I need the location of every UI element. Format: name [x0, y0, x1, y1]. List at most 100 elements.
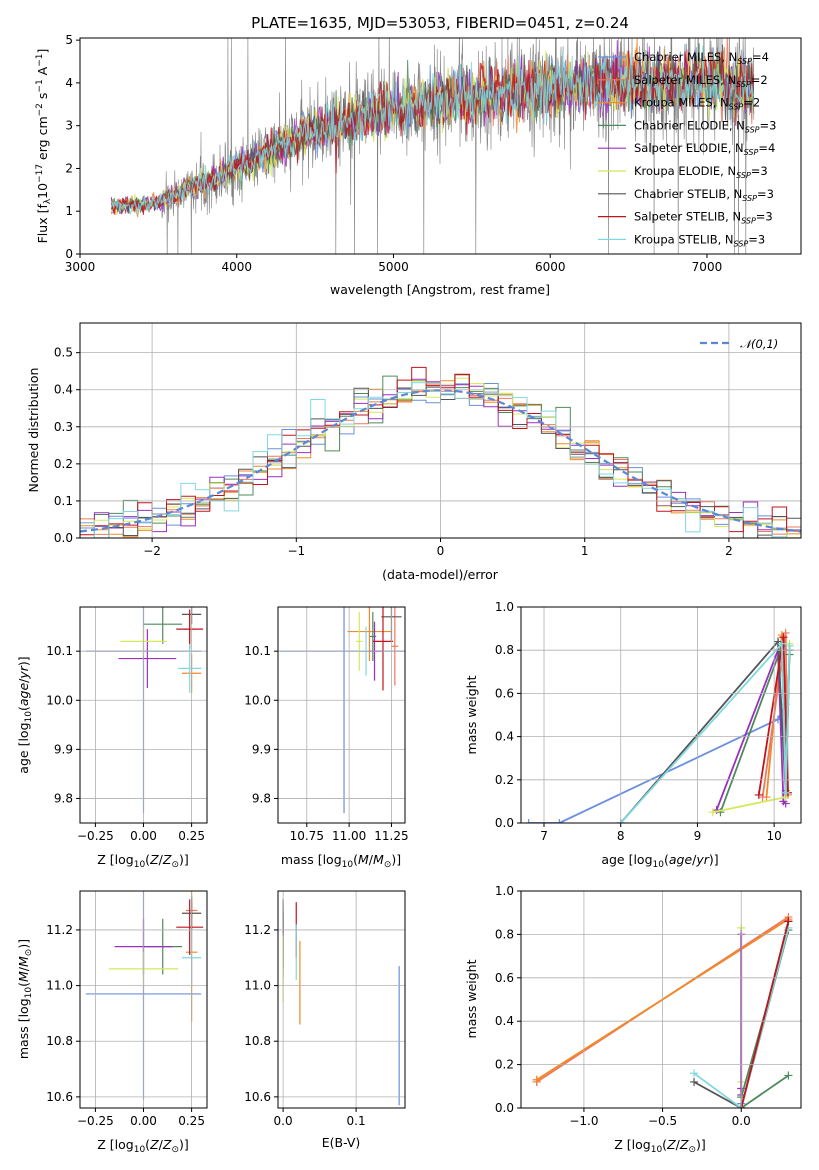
weight-vs-age-ylabel: mass weight	[464, 675, 479, 754]
weight-vs-age-plot: 7 8 9 10 0.0 0.2 0.4 0.6 0.8 1.0	[495, 600, 802, 843]
mass-weight-marker	[784, 1071, 793, 1080]
x-tick-label: 8	[617, 829, 625, 843]
legend-entry: Kroupa MILES, NSSP=2	[634, 96, 760, 112]
y-tick-label: 1	[65, 204, 73, 218]
mass-weight-marker	[690, 1077, 699, 1086]
weight-vs-metallicity-ylabel: mass weight	[464, 959, 479, 1038]
errorbar-point	[355, 611, 363, 671]
y-tick-label: 1.0	[495, 600, 514, 614]
age-vs-mass-plot: 10.75 11.00 11.25 9.8 9.9 10.0 10.1	[244, 606, 409, 843]
y-tick-label: 11.2	[46, 923, 73, 937]
y-tick-label: 11.2	[244, 923, 271, 937]
axes-frame	[79, 890, 208, 1109]
x-tick-label: −2	[143, 544, 161, 558]
residuals-plot: −2 −1 0 1 2 0.0 0.1 0.2 0.3 0.4 0.5 𝒩(0,1)	[54, 322, 802, 558]
residuals-legend: 𝒩(0,1)	[700, 337, 778, 351]
model-spectrum-line	[110, 50, 755, 215]
x-tick-label: 11.00	[332, 829, 366, 843]
mass-vs-metallicity-panel: −0.25 0.00 0.25 10.6 10.8 11.0 11.2 Z [log10(Z…	[16, 890, 208, 1155]
x-tick-label: 0.00	[130, 1114, 157, 1128]
spectrum-plot: 3000 4000 5000 6000 7000 0 1 2 3 4 5 Chabrier MILES…	[65, 33, 802, 274]
mass-vs-ebv-xlabel: E(B-V)	[322, 1135, 361, 1150]
weight-vs-age-xlabel: age [log10(age/yr)]	[601, 852, 718, 870]
legend-entry: Kroupa ELODIE, NSSP=3	[634, 164, 768, 180]
legend-entry: Chabrier MILES, NSSP=4	[634, 50, 769, 66]
mass-weight-marker	[777, 639, 786, 648]
mass-vs-metallicity-ylabel: mass [log10(M/M⊙)]	[16, 939, 34, 1059]
errorbar-point	[176, 899, 204, 955]
y-tick-label: 0.4	[495, 730, 514, 744]
axes-frame	[79, 606, 208, 824]
y-tick-label: 0.2	[495, 1058, 514, 1072]
y-tick-label: 0.1	[54, 494, 73, 508]
y-tick-label: 0.3	[54, 420, 73, 434]
y-tick-label: 10.0	[46, 693, 73, 707]
mass-weight-line	[740, 921, 790, 1108]
axes-frame	[277, 606, 406, 824]
weight-vs-metallicity-panel: −1.0 −0.5 0.0 0.0 0.2 0.4 0.6 0.8 1.0 Z [log10(Z…	[464, 884, 802, 1155]
mass-weight-marker	[781, 788, 790, 797]
mass-weight-marker	[784, 917, 793, 926]
weight-vs-age-panel: 7 8 9 10 0.0 0.2 0.4 0.6 0.8 1.0 age [log10(age/y…	[464, 600, 802, 870]
x-tick-label: −1.0	[569, 1114, 598, 1128]
y-tick-label: 9.8	[252, 791, 271, 805]
mass-weight-marker	[779, 633, 788, 642]
y-tick-label: 0.8	[495, 643, 514, 657]
y-tick-label: 3	[65, 119, 73, 133]
y-tick-label: 10.6	[244, 1090, 271, 1104]
mass-weight-marker	[532, 1075, 541, 1084]
mass-weight-marker	[758, 793, 767, 802]
mass-vs-ebv-panel: 0.0 0.1 10.6 10.8 11.0 11.2 E(B-V)	[244, 890, 406, 1150]
x-tick-label: −0.5	[648, 1114, 677, 1128]
x-tick-label: 0.25	[178, 1114, 205, 1128]
age-vs-metallicity-ylabel: age [log10(age/yr)]	[16, 656, 34, 773]
mass-weight-marker	[524, 819, 533, 823]
x-tick-label: 7	[540, 829, 548, 843]
y-tick-label: 10.0	[244, 693, 271, 707]
x-tick-label: 5000	[378, 260, 409, 274]
y-tick-label: 0.2	[54, 457, 73, 471]
age-vs-metallicity-xlabel: Z [log10(Z/Z⊙)]	[97, 852, 189, 870]
spectrum-title: PLATE=1635, MJD=53053, FIBERID=0451, z=0…	[251, 14, 629, 32]
mass-weight-marker	[708, 808, 717, 817]
mass-weight-marker	[785, 641, 794, 650]
y-tick-label: 5	[65, 33, 73, 47]
x-tick-label: 2	[725, 544, 733, 558]
x-tick-label: 6000	[535, 260, 566, 274]
x-tick-label: 0.25	[178, 829, 205, 843]
x-tick-label: 0.00	[130, 829, 157, 843]
axes-frame	[79, 37, 802, 255]
residuals-ylabel: Normed distribution	[26, 368, 41, 493]
mass-weight-line	[620, 641, 791, 823]
mass-weight-marker	[690, 1069, 699, 1078]
y-tick-label: 0.8	[495, 927, 514, 941]
x-tick-label: −0.25	[77, 829, 114, 843]
mass-weight-line	[715, 649, 787, 811]
mass-vs-Z-plot: −0.25 0.00 0.25 10.6 10.8 11.0 11.2	[46, 890, 208, 1128]
age-vs-mass-panel: 10.75 11.00 11.25 9.8 9.9 10.0 10.1 mass [log1…	[244, 606, 409, 870]
x-tick-label: 0.0	[274, 1114, 293, 1128]
age-vs-Z-plot: −0.25 0.00 0.25 9.8 9.9 10.0 10.1	[46, 606, 208, 843]
y-tick-label: 11.0	[46, 979, 73, 993]
errorbar-point	[118, 629, 177, 688]
spectrum-legend: Chabrier MILES, NSSP=4 Salpeter MILES, NS…	[598, 50, 776, 248]
y-tick-label: 0	[65, 247, 73, 261]
x-tick-label: −1	[287, 544, 305, 558]
errorbar-point	[178, 643, 202, 693]
mass-vs-metallicity-xlabel: Z [log10(Z/Z⊙)]	[97, 1137, 189, 1155]
mass-weight-line	[693, 927, 790, 1108]
errorbar-point	[369, 611, 377, 661]
y-tick-label: 0.0	[54, 531, 73, 545]
legend-entry: Salpeter STELIB, NSSP=3	[634, 210, 773, 226]
axes-frame	[277, 890, 406, 1109]
legend-entry: Chabrier STELIB, NSSP=3	[634, 187, 774, 203]
x-tick-label: 7000	[692, 260, 723, 274]
x-tick-label: 0	[437, 544, 445, 558]
y-tick-label: 0.4	[54, 383, 73, 397]
y-tick-label: 10.1	[244, 644, 271, 658]
age-vs-metallicity-panel: −0.25 0.00 0.25 9.8 9.9 10.0 10.1 Z [log10(Z/Z…	[16, 606, 208, 870]
y-tick-label: 0.6	[495, 971, 514, 985]
legend-entry: Salpeter MILES, NSSP=2	[634, 73, 768, 89]
residuals-xlabel: (data-model)/error	[382, 567, 499, 582]
